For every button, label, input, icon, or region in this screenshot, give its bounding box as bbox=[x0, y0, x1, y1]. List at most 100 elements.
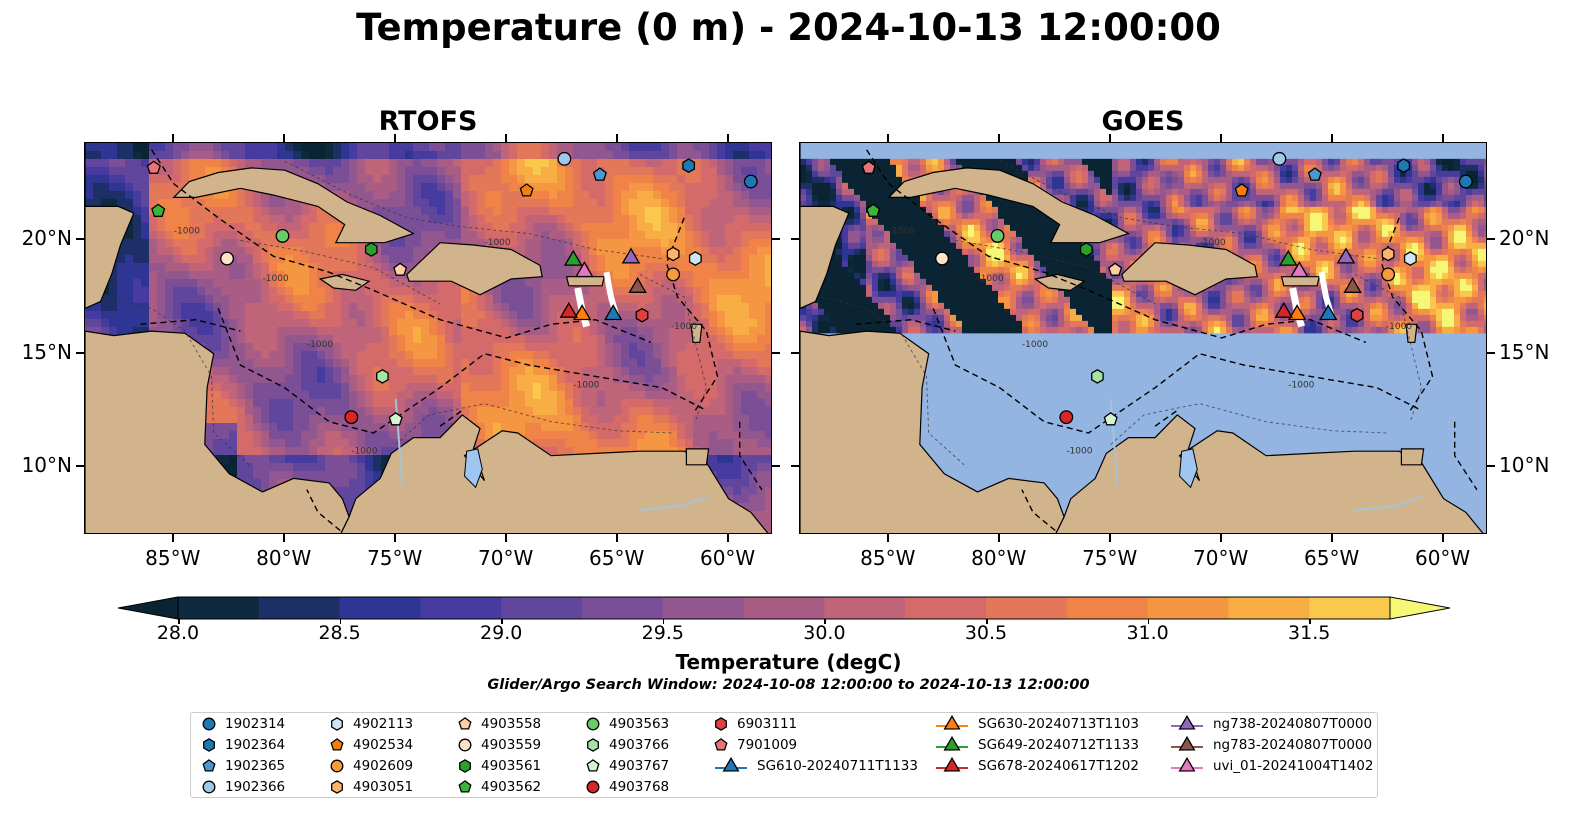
rtofs-sst-cell bbox=[613, 279, 622, 288]
rtofs-sst-cell bbox=[605, 447, 614, 456]
rtofs-sst-cell bbox=[597, 271, 606, 280]
goes-sst-cell bbox=[890, 170, 897, 178]
rtofs-sst-cell bbox=[333, 399, 342, 408]
rtofs-sst-cell bbox=[149, 199, 158, 208]
rtofs-sst-cell bbox=[733, 495, 742, 504]
goes-sst-cell bbox=[866, 224, 873, 232]
rtofs-sst-cell bbox=[549, 407, 558, 416]
rtofs-sst-cell bbox=[717, 463, 726, 472]
goes-sst-cell bbox=[920, 164, 927, 172]
rtofs-contour-label: -1000 bbox=[484, 238, 510, 248]
rtofs-sst-cell bbox=[413, 167, 422, 176]
rtofs-sst-cell bbox=[309, 431, 318, 440]
goes-sst-cell bbox=[872, 326, 879, 334]
rtofs-sst-cell bbox=[669, 407, 678, 416]
rtofs-sst-cell bbox=[237, 191, 246, 200]
rtofs-sst-cell bbox=[269, 231, 278, 240]
goes-sst-cell bbox=[908, 224, 915, 232]
goes-sst-cell bbox=[848, 182, 855, 190]
rtofs-sst-cell bbox=[429, 159, 438, 168]
goes-sst-cell bbox=[872, 308, 879, 316]
rtofs-sst-cell bbox=[709, 271, 718, 280]
rtofs-sst-cell bbox=[733, 263, 742, 272]
rtofs-sst-cell bbox=[493, 175, 502, 184]
rtofs-sst-cell bbox=[725, 255, 734, 264]
goes-sst-cell bbox=[926, 248, 933, 256]
rtofs-sst-cell bbox=[437, 327, 446, 336]
rtofs-sst-cell bbox=[293, 263, 302, 272]
rtofs-sst-cell bbox=[429, 143, 438, 152]
rtofs-sst-cell bbox=[381, 199, 390, 208]
goes-sst-cell bbox=[848, 326, 855, 334]
rtofs-sst-cell bbox=[701, 263, 710, 272]
goes-sst-cell bbox=[878, 212, 885, 220]
rtofs-sst-cell bbox=[717, 159, 726, 168]
rtofs-sst-cell bbox=[285, 223, 294, 232]
goes-sst-cell bbox=[836, 164, 843, 172]
rtofs-sst-cell bbox=[309, 159, 318, 168]
goes-sst-cell bbox=[944, 212, 951, 220]
rtofs-sst-cell bbox=[245, 375, 254, 384]
rtofs-sst-cell bbox=[453, 231, 462, 240]
rtofs-sst-cell bbox=[725, 183, 734, 192]
rtofs-sst-cell bbox=[605, 255, 614, 264]
rtofs-sst-cell bbox=[285, 207, 294, 216]
goes-sst-cell bbox=[818, 176, 825, 184]
rtofs-sst-cell bbox=[525, 287, 534, 296]
goes-sst-cell bbox=[920, 278, 927, 286]
rtofs-sst-cell bbox=[389, 247, 398, 256]
rtofs-sst-cell bbox=[757, 415, 766, 424]
goes-sst-cell bbox=[908, 164, 915, 172]
rtofs-sst-cell bbox=[653, 143, 662, 152]
rtofs-sst-cell bbox=[757, 263, 766, 272]
rtofs-sst-cell bbox=[405, 263, 414, 272]
rtofs-sst-cell bbox=[493, 359, 502, 368]
rtofs-sst-cell bbox=[749, 287, 758, 296]
rtofs-sst-cell bbox=[557, 423, 566, 432]
goes-sst-cell bbox=[860, 218, 867, 226]
rtofs-sst-cell bbox=[317, 247, 326, 256]
rtofs-sst-cell bbox=[501, 287, 510, 296]
goes-sst-cell bbox=[848, 218, 855, 226]
rtofs-sst-cell bbox=[253, 239, 262, 248]
rtofs-sst-cell bbox=[181, 255, 190, 264]
rtofs-sst-cell bbox=[709, 279, 718, 288]
rtofs-sst-cell bbox=[389, 319, 398, 328]
rtofs-sst-cell bbox=[293, 375, 302, 384]
rtofs-sst-cell bbox=[333, 167, 342, 176]
rtofs-sst-cell bbox=[221, 399, 230, 408]
rtofs-sst-cell bbox=[549, 375, 558, 384]
rtofs-sst-cell bbox=[605, 375, 614, 384]
rtofs-sst-cell bbox=[261, 359, 270, 368]
rtofs-sst-cell bbox=[677, 151, 686, 160]
rtofs-sst-cell bbox=[141, 223, 150, 232]
rtofs-sst-cell bbox=[293, 295, 302, 304]
rtofs-sst-cell bbox=[629, 367, 638, 376]
rtofs-sst-cell bbox=[685, 271, 694, 280]
goes-sst-cell bbox=[872, 266, 879, 274]
rtofs-sst-cell bbox=[269, 471, 278, 480]
rtofs-sst-cell bbox=[325, 143, 334, 152]
rtofs-sst-cell bbox=[645, 263, 654, 272]
rtofs-sst-cell bbox=[117, 175, 126, 184]
rtofs-sst-cell bbox=[245, 199, 254, 208]
rtofs-sst-cell bbox=[229, 375, 238, 384]
rtofs-sst-cell bbox=[621, 351, 630, 360]
goes-sst-cell bbox=[920, 326, 927, 334]
rtofs-sst-cell bbox=[349, 151, 358, 160]
rtofs-sst-cell bbox=[453, 295, 462, 304]
rtofs-sst-cell bbox=[677, 247, 686, 256]
rtofs-sst-cell bbox=[581, 327, 590, 336]
rtofs-sst-cell bbox=[189, 207, 198, 216]
goes-sst-cell bbox=[884, 284, 891, 292]
rtofs-sst-cell bbox=[645, 175, 654, 184]
rtofs-sst-cell bbox=[549, 287, 558, 296]
rtofs-sst-cell bbox=[669, 279, 678, 288]
rtofs-sst-cell bbox=[261, 303, 270, 312]
goes-sst-cell bbox=[908, 302, 915, 310]
rtofs-sst-cell bbox=[581, 303, 590, 312]
rtofs-sst-cell bbox=[645, 415, 654, 424]
rtofs-sst-cell bbox=[525, 415, 534, 424]
goes-sst-cell bbox=[806, 200, 813, 208]
rtofs-sst-cell bbox=[685, 375, 694, 384]
